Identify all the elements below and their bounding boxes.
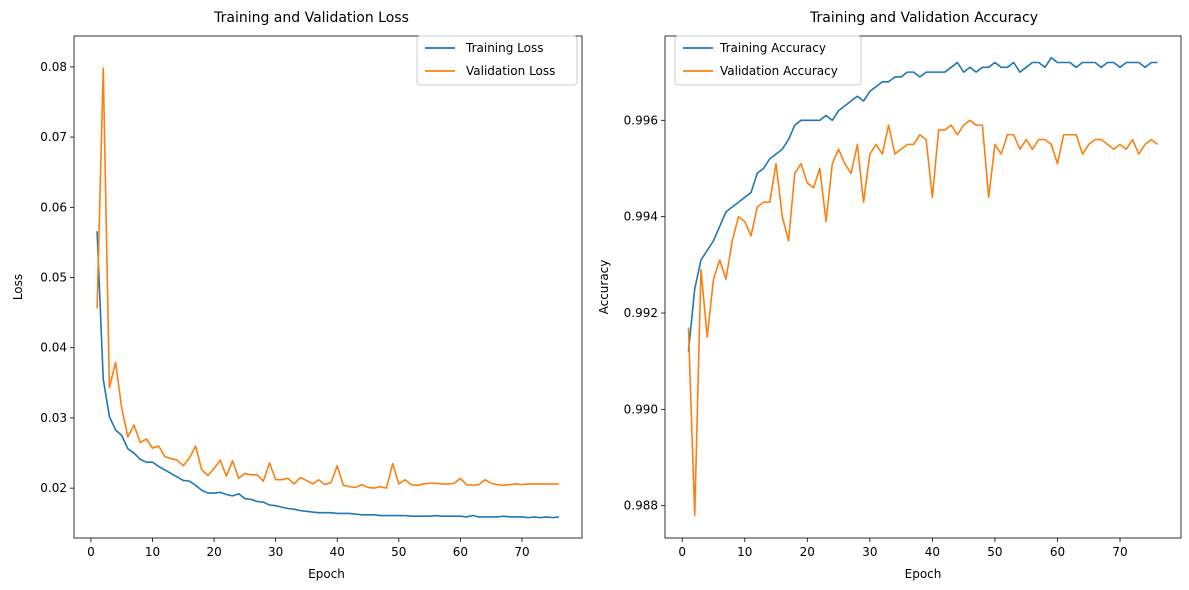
loss-x-tick-label: 40 bbox=[330, 545, 345, 559]
accuracy-x-ticks: 0 10 20 30 40 50 60 70 bbox=[678, 538, 1128, 559]
accuracy-legend-label-validation: Validation Accuracy bbox=[720, 64, 838, 78]
accuracy-legend: Training Accuracy Validation Accuracy bbox=[674, 35, 862, 86]
accuracy-y-tick-label: 0.996 bbox=[624, 113, 658, 127]
loss-plot-area bbox=[96, 67, 560, 519]
loss-y-axis-label: Loss bbox=[11, 274, 25, 300]
loss-x-ticks: 0 10 20 30 40 50 60 70 bbox=[87, 538, 530, 559]
loss-legend-box bbox=[416, 35, 578, 86]
accuracy-plot-area bbox=[687, 56, 1159, 517]
loss-y-tick-label: 0.06 bbox=[40, 200, 67, 214]
accuracy-x-tick-label: 20 bbox=[800, 545, 815, 559]
accuracy-x-axis-label: Epoch bbox=[905, 567, 942, 581]
loss-x-tick-label: 60 bbox=[453, 545, 468, 559]
loss-x-tick-label: 20 bbox=[206, 545, 221, 559]
loss-y-ticks: 0.02 0.03 0.04 0.05 0.06 0.07 0.08 bbox=[40, 60, 74, 495]
accuracy-x-tick-label: 30 bbox=[862, 545, 877, 559]
accuracy-y-tick-label: 0.990 bbox=[624, 402, 658, 416]
loss-x-tick-label: 10 bbox=[145, 545, 160, 559]
accuracy-y-tick-label: 0.988 bbox=[624, 499, 658, 513]
loss-legend: Training Loss Validation Loss bbox=[416, 35, 578, 86]
loss-axes-frame bbox=[73, 35, 583, 539]
loss-y-tick-label: 0.05 bbox=[40, 271, 67, 285]
loss-series-line-training bbox=[96, 231, 560, 519]
loss-x-tick-label: 70 bbox=[514, 545, 529, 559]
accuracy-chart: Training and Validation Accuracy 0 10 20 30… bbox=[597, 10, 1182, 581]
accuracy-chart-title: Training and Validation Accuracy bbox=[809, 10, 1038, 26]
loss-y-tick-label: 0.08 bbox=[40, 60, 67, 74]
accuracy-x-tick-label: 50 bbox=[987, 545, 1002, 559]
accuracy-x-tick-label: 70 bbox=[1112, 545, 1127, 559]
accuracy-legend-label-training: Training Accuracy bbox=[719, 41, 826, 55]
accuracy-x-tick-label: 60 bbox=[1050, 545, 1065, 559]
loss-series-line-validation bbox=[96, 67, 559, 489]
accuracy-y-tick-label: 0.992 bbox=[624, 306, 658, 320]
accuracy-y-axis-label: Accuracy bbox=[597, 260, 611, 315]
accuracy-legend-box bbox=[674, 35, 862, 86]
loss-chart-title: Training and Validation Loss bbox=[213, 10, 409, 26]
accuracy-y-tick-label: 0.994 bbox=[624, 210, 658, 224]
accuracy-axes-frame bbox=[664, 35, 1182, 539]
accuracy-x-tick-label: 10 bbox=[737, 545, 752, 559]
accuracy-y-ticks: 0.988 0.990 0.992 0.994 0.996 bbox=[624, 113, 665, 513]
loss-legend-label-training: Training Loss bbox=[465, 41, 543, 55]
loss-y-tick-label: 0.02 bbox=[40, 481, 67, 495]
accuracy-x-tick-label: 0 bbox=[678, 545, 686, 559]
loss-y-tick-label: 0.07 bbox=[40, 130, 67, 144]
loss-x-tick-label: 50 bbox=[391, 545, 406, 559]
loss-legend-label-validation: Validation Loss bbox=[466, 64, 555, 78]
loss-chart: Training and Validation Loss 0 10 20 30 40 50… bbox=[11, 10, 583, 581]
accuracy-series-line-training bbox=[687, 56, 1158, 352]
loss-y-tick-label: 0.04 bbox=[40, 341, 67, 355]
accuracy-x-tick-label: 40 bbox=[925, 545, 940, 559]
loss-y-tick-label: 0.03 bbox=[40, 411, 67, 425]
loss-x-tick-label: 30 bbox=[268, 545, 283, 559]
accuracy-series-line-validation bbox=[687, 119, 1159, 517]
loss-x-axis-label: Epoch bbox=[308, 567, 345, 581]
loss-x-tick-label: 0 bbox=[87, 545, 95, 559]
